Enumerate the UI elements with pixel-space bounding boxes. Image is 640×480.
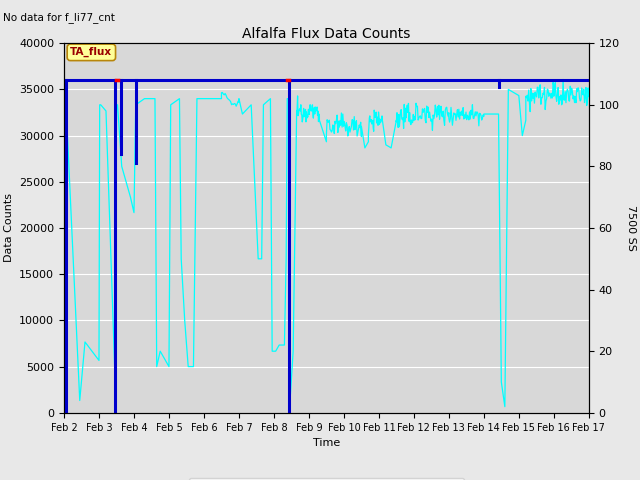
Text: TA_flux: TA_flux: [70, 47, 113, 58]
Text: No data for f_li77_cnt: No data for f_li77_cnt: [3, 12, 115, 23]
X-axis label: Time: Time: [313, 438, 340, 448]
Legend: Sonic, 7500, 7500 Signal: Sonic, 7500, 7500 Signal: [189, 478, 464, 480]
Y-axis label: 7500 SS: 7500 SS: [627, 205, 636, 251]
Y-axis label: Data Counts: Data Counts: [4, 193, 13, 263]
Title: Alfalfa Flux Data Counts: Alfalfa Flux Data Counts: [242, 27, 411, 41]
